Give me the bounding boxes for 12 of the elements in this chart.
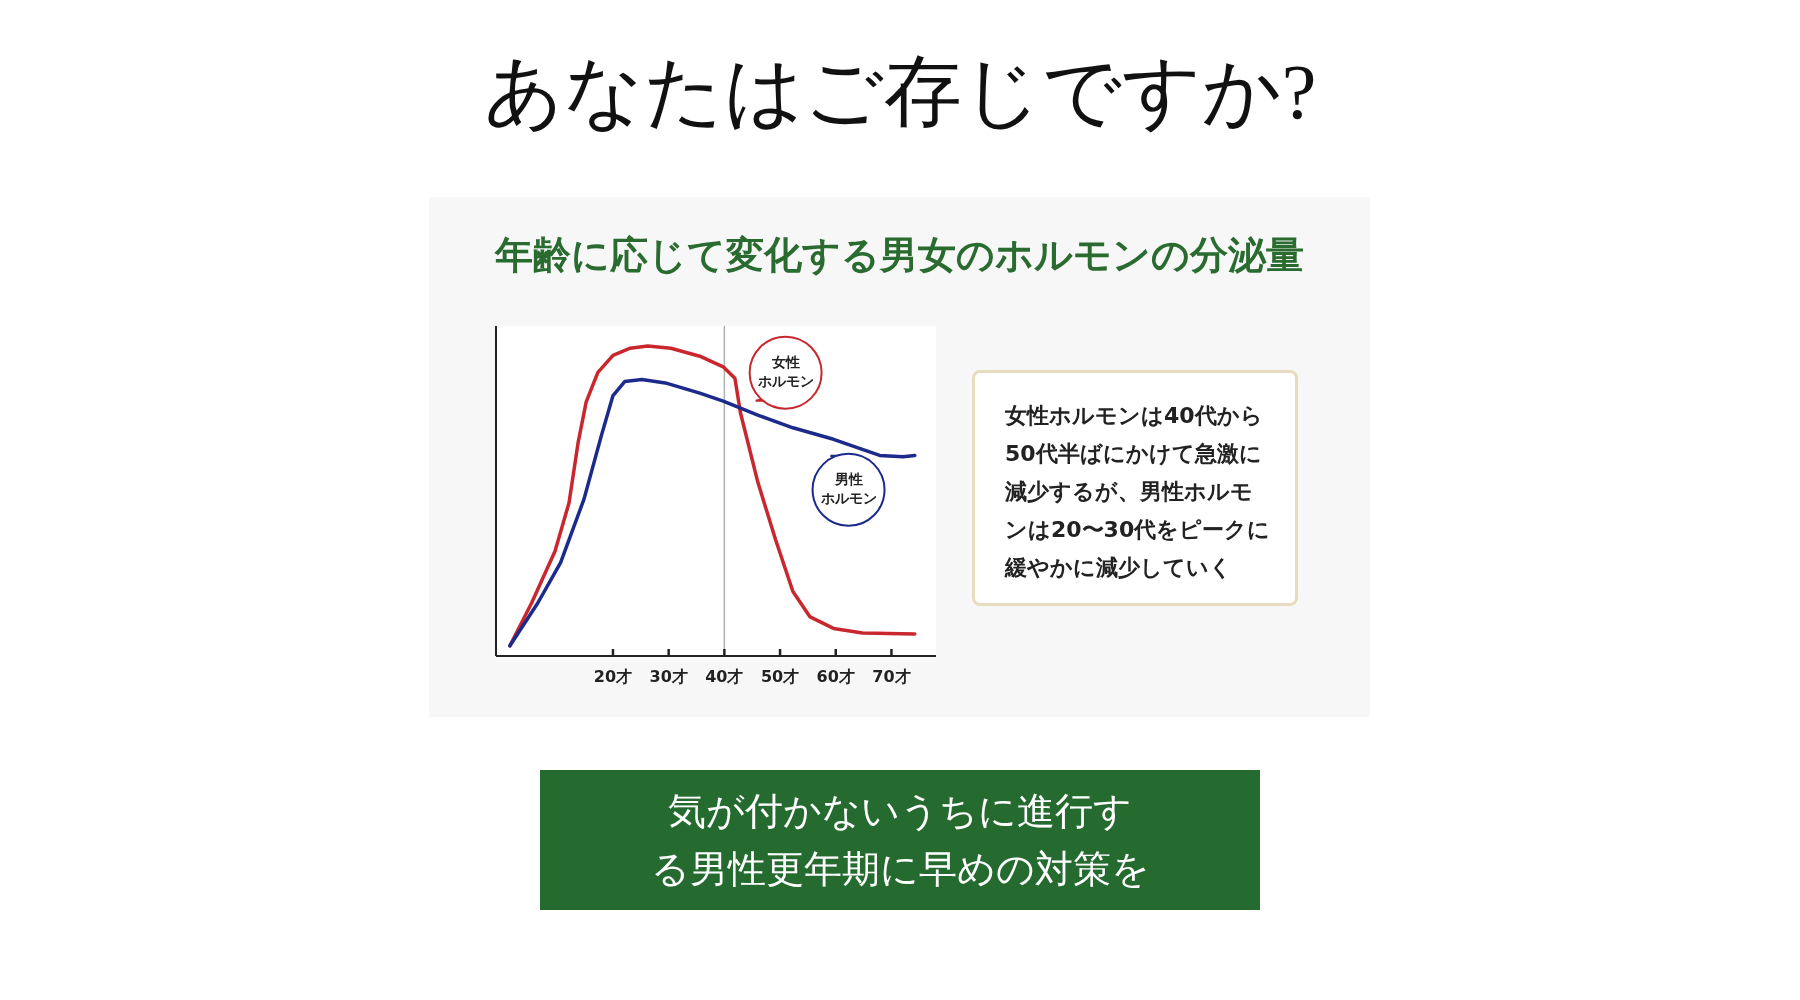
legend-label: 男性ホルモン (820, 469, 877, 508)
x-tick-label: 50才 (760, 667, 800, 686)
series-label: 女性ホルモン (757, 352, 814, 391)
text: あなたはご存じですか? (482, 47, 1318, 137)
chart-title: 年齢に応じて変化する男女のホルモンの分泌量 (493, 233, 1305, 278)
text: 女性ホルモンは40代から50代半ばにかけて急激に減少するが、男性ホルモンは20〜30代をピークに緩やかに減少していく (972, 370, 1298, 606)
x-tick-label: 30才 (649, 667, 688, 686)
text: 気が付かないうちに進行する男性更年期に早めの対策を (650, 789, 1150, 892)
x-tick-label: 70才 (872, 667, 911, 686)
x-tick-label: 40才 (705, 667, 744, 686)
x-tick-label: 60才 (816, 667, 855, 686)
x-tick-label: 20才 (593, 667, 633, 686)
